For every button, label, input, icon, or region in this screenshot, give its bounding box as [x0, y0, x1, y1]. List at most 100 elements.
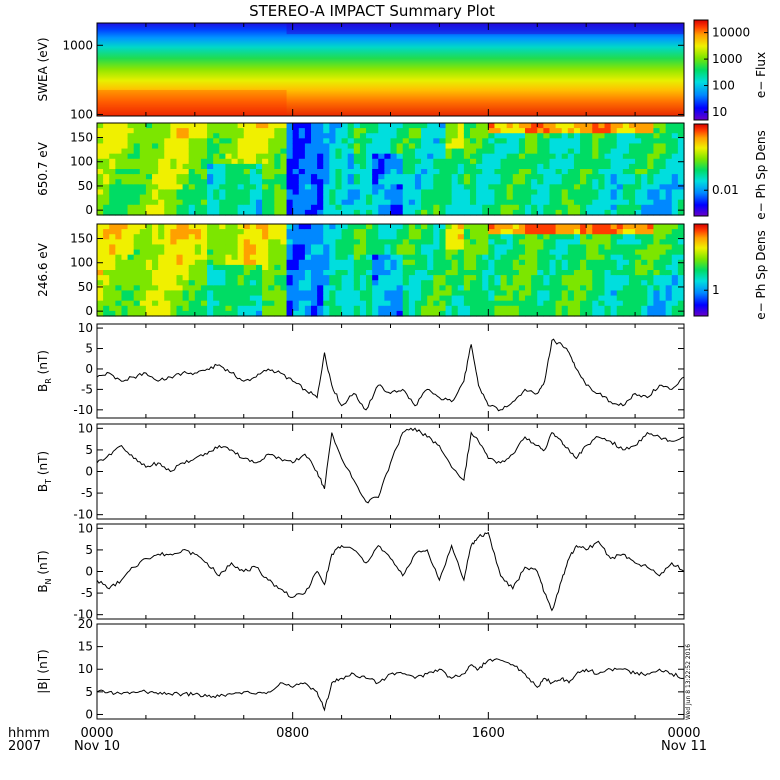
spectrogram-cell — [237, 189, 245, 196]
spectrogram-cell — [268, 184, 275, 191]
spectrogram-cell — [457, 128, 465, 134]
spectrogram-cell — [469, 128, 477, 134]
spectrogram-cell — [482, 169, 489, 175]
spectrogram-cell — [219, 184, 226, 191]
spectrogram-cell — [139, 290, 147, 297]
date-tick-label: Nov 10 — [74, 739, 120, 754]
spectrogram-cell — [176, 249, 184, 256]
spectrogram-cell — [97, 169, 104, 175]
spectrogram-cell — [225, 229, 233, 235]
spectrogram-cell — [237, 280, 245, 286]
spectrogram-cell — [476, 204, 483, 211]
spectrogram-cell — [439, 275, 447, 281]
spectrogram-cell — [194, 229, 202, 235]
spectrogram-cell — [384, 224, 392, 230]
spectrogram-cell — [152, 189, 159, 196]
spectrogram-cell — [580, 310, 587, 317]
spectrogram-cell — [182, 174, 190, 180]
spectrogram-cell — [512, 234, 520, 240]
spectrogram-cell — [573, 264, 581, 271]
spectrogram-cell — [366, 163, 373, 170]
spectrogram-cell — [390, 249, 398, 256]
spectrogram-cell — [286, 143, 294, 150]
spectrogram-cell — [97, 270, 104, 276]
spectrogram-cell — [359, 209, 367, 216]
spectrogram-cell — [439, 270, 447, 276]
spectrogram-cell — [213, 199, 220, 206]
spectrogram-cell — [286, 128, 294, 134]
spectrogram-cell — [414, 184, 422, 191]
spectrogram-cell — [653, 204, 661, 211]
spectrogram-cell — [262, 249, 269, 256]
spectrogram-cell — [421, 310, 428, 317]
spectrogram-cell — [176, 123, 184, 129]
spectrogram-cell — [213, 229, 220, 235]
spectrogram-cell — [439, 290, 447, 297]
spectrogram-cell — [573, 310, 581, 317]
spectrogram-cell — [421, 275, 428, 281]
spectrogram-cell — [549, 123, 557, 129]
spectrogram-cell — [103, 229, 110, 235]
spectrogram-cell — [451, 300, 459, 307]
spectrogram-cell — [506, 148, 514, 155]
spectrogram-cell — [353, 285, 361, 292]
spectrogram-cell — [329, 310, 337, 317]
spectrogram-cell — [243, 259, 251, 266]
spectrogram-cell — [347, 234, 355, 240]
spectrogram-cell — [555, 174, 563, 180]
spectrogram-cell — [396, 189, 404, 196]
spectrogram-cell — [341, 270, 349, 276]
spectrogram-cell — [158, 254, 165, 261]
spectrogram-cell — [164, 239, 171, 246]
spectrogram-cell — [213, 184, 220, 191]
spectrogram-cell — [200, 209, 208, 216]
spectrogram-cell — [463, 285, 471, 292]
spectrogram-cell — [506, 270, 514, 276]
spectrogram-cell — [506, 138, 514, 145]
spectrogram-cell — [329, 153, 337, 160]
spectrogram-cell — [402, 153, 410, 160]
spectrogram-cell — [97, 123, 104, 129]
spectrogram-cell — [567, 148, 575, 155]
spectrogram-cell — [97, 148, 104, 155]
spectrogram-cell — [525, 310, 532, 317]
spectrogram-cell — [641, 290, 648, 297]
spectrogram-cell — [647, 179, 655, 185]
spectrogram-cell — [494, 280, 502, 286]
spectrogram-cell — [366, 249, 373, 256]
spectrogram-cell — [647, 295, 655, 302]
spectrogram-cell — [433, 254, 441, 261]
spectrogram-cell — [378, 123, 385, 129]
spectrogram-cell — [469, 174, 477, 180]
spectrogram-cell — [231, 270, 239, 276]
spectrogram-cell — [341, 259, 349, 266]
spectrogram-cell — [439, 239, 447, 246]
spectrogram-cell — [359, 270, 367, 276]
spectrogram-cell — [586, 133, 593, 139]
spectrogram-cell — [170, 224, 178, 230]
spectrogram-cell — [298, 239, 306, 246]
spectrogram-cell — [152, 123, 159, 129]
spectrogram-cell — [353, 280, 361, 286]
spectrogram-cell — [274, 300, 282, 307]
spectrogram-cell — [635, 204, 642, 211]
spectrogram-cell — [103, 310, 110, 317]
spectrogram-cell — [139, 153, 147, 160]
time-tick-label: 0000 — [667, 726, 700, 741]
spectrogram-cell — [445, 275, 453, 281]
spectrogram-cell — [408, 290, 416, 297]
spectrogram-cell — [677, 234, 685, 240]
spectrogram-cell — [353, 174, 361, 180]
spectrogram-cell — [152, 158, 159, 165]
spectrogram-cell — [555, 189, 563, 196]
spectrogram-cell — [292, 239, 300, 246]
spectrogram-cell — [311, 174, 318, 180]
spectrogram-cell — [139, 229, 147, 235]
spectrogram-cell — [219, 204, 226, 211]
spectrogram-cell — [390, 259, 398, 266]
spectrogram-cell — [482, 143, 489, 150]
spectrogram-cell — [152, 148, 159, 155]
spectrogram-cell — [457, 254, 465, 261]
spectrogram-cell — [378, 285, 385, 292]
y-tick-label: 0 — [85, 465, 93, 479]
